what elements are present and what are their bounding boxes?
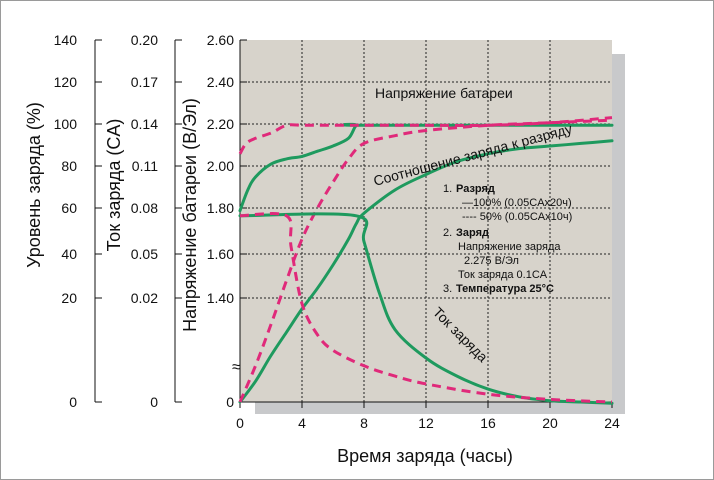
y-axis-title-charge-level: Уровень заряда (%) — [24, 102, 44, 268]
y-tick-label-charge-current-1: 0.17 — [131, 74, 158, 90]
legend-1-number: 1. — [443, 183, 452, 195]
y-tick-label-battery-voltage-6: 1.40 — [207, 290, 234, 306]
legend-3-title: Температура 25°C — [456, 283, 554, 295]
x-tick-label-8: 8 — [360, 415, 368, 431]
y-tick-label-charge-current-4: 0.08 — [131, 200, 158, 216]
series-voltage-50 — [238, 116, 613, 155]
series-current-50 — [239, 212, 613, 404]
legend-1-title: Разряд — [456, 183, 495, 195]
x-tick-label-4: 4 — [298, 415, 306, 431]
x-tick-label-0: 0 — [236, 415, 244, 431]
legend-2-line-3: Ток заряда 0.1CA — [458, 269, 548, 281]
legend-2-number: 2. — [443, 227, 452, 239]
legend-1-line-2: ---- 50% (0.05CAx10ч) — [462, 211, 572, 223]
y-tick-label-battery-voltage-0: 2.60 — [207, 32, 234, 48]
axes: 1401201008060402000.200.170.140.110.080.… — [54, 32, 620, 431]
legend-2-line-1: Напряжение заряда — [458, 241, 561, 253]
series-current-100 — [238, 212, 614, 405]
y-axis-title-battery-voltage: Напряжение батареи (В/Эл) — [180, 98, 200, 332]
y-tick-label-charge-current-2: 0.14 — [131, 116, 158, 132]
y-tick-label-charge-level-7: 0 — [69, 394, 77, 410]
y-tick-label-charge-level-0: 140 — [54, 32, 78, 48]
y-tick-label-battery-voltage-4: 1.80 — [207, 200, 234, 216]
axis-break-mark: ≈ — [232, 359, 241, 376]
y-tick-label-battery-voltage-7: 0 — [226, 394, 234, 410]
series-ratio-100 — [238, 139, 614, 404]
legend-2-title: Заряд — [456, 227, 489, 239]
y-tick-label-battery-voltage-3: 2.00 — [207, 158, 234, 174]
y-tick-label-charge-level-2: 100 — [54, 116, 78, 132]
x-tick-label-16: 16 — [480, 415, 496, 431]
y-tick-label-battery-voltage-2: 2.20 — [207, 116, 234, 132]
y-tick-label-charge-current-5: 0.05 — [131, 246, 158, 262]
legend: 1. Разряд —100% (0.05CAx20ч) ---- 50% (0… — [443, 183, 572, 295]
y-tick-label-charge-level-5: 40 — [61, 246, 77, 262]
y-tick-label-battery-voltage-5: 1.60 — [207, 246, 234, 262]
y-tick-label-charge-level-1: 120 — [54, 74, 78, 90]
series-ratio-50 — [238, 118, 613, 403]
annotation-voltage: Напряжение батареи — [375, 85, 513, 101]
y-tick-label-charge-current-0: 0.20 — [131, 32, 158, 48]
y-tick-label-battery-voltage-1: 2.40 — [207, 74, 234, 90]
y-axis-title-charge-current: Ток заряда (CA) — [104, 119, 124, 252]
x-tick-label-20: 20 — [542, 415, 558, 431]
legend-2-line-2: 2.275 В/Эл — [464, 255, 519, 267]
x-tick-label-24: 24 — [604, 415, 620, 431]
x-tick-label-12: 12 — [418, 415, 434, 431]
y-tick-label-charge-current-3: 0.11 — [132, 158, 158, 174]
x-axis-title: Время заряда (часы) — [337, 446, 513, 466]
y-tick-label-charge-level-3: 80 — [61, 158, 77, 174]
legend-1-line-1: —100% (0.05CAx20ч) — [462, 197, 572, 209]
y-tick-label-charge-current-7: 0 — [150, 394, 158, 410]
y-tick-label-charge-level-4: 60 — [61, 200, 77, 216]
series-layer — [238, 116, 614, 405]
y-tick-label-charge-current-6: 0.02 — [131, 290, 158, 306]
y-tick-label-charge-level-6: 20 — [61, 290, 77, 306]
legend-3-number: 3. — [443, 283, 452, 295]
